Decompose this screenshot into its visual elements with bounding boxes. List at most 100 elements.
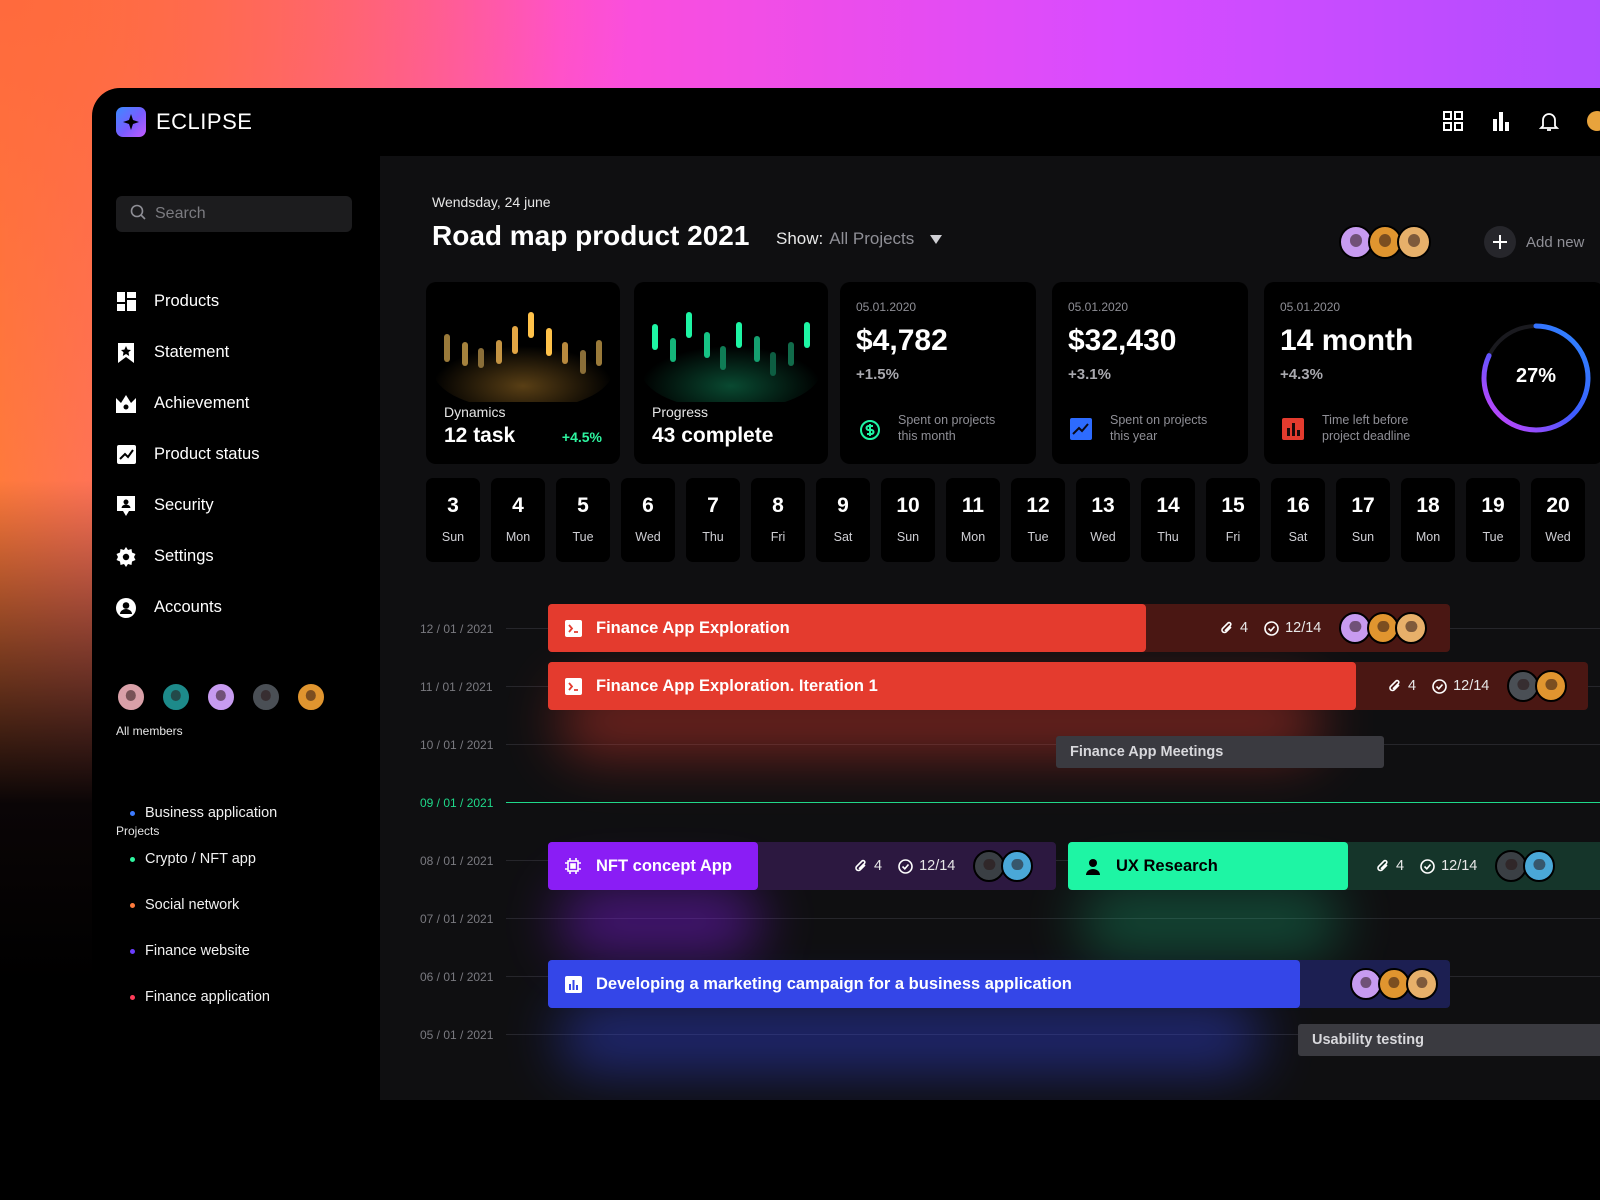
bar-chart-icon[interactable] bbox=[1490, 110, 1512, 132]
project-label: Business application bbox=[145, 805, 278, 821]
day-item[interactable]: 6 Wed bbox=[621, 478, 675, 562]
project-item[interactable]: Finance application bbox=[130, 974, 277, 1020]
day-item[interactable]: 13 Wed bbox=[1076, 478, 1130, 562]
day-item[interactable]: 5 Tue bbox=[556, 478, 610, 562]
project-item[interactable]: Business application bbox=[130, 790, 277, 836]
timeline-date: 05 / 01 / 2021 bbox=[420, 1028, 494, 1042]
day-weekday: Wed bbox=[1090, 530, 1116, 544]
day-item[interactable]: 9 Sat bbox=[816, 478, 870, 562]
apps-grid-icon[interactable] bbox=[1442, 110, 1464, 132]
task-bar[interactable]: NFT concept App bbox=[548, 842, 758, 890]
avatar[interactable] bbox=[116, 682, 146, 712]
project-item[interactable]: Social network bbox=[130, 882, 277, 928]
card-change: +4.3% bbox=[1280, 366, 1323, 383]
progress-card[interactable]: Progress 43 complete bbox=[634, 282, 828, 464]
task-bar[interactable]: UX Research bbox=[1068, 842, 1348, 890]
day-number: 19 bbox=[1481, 494, 1505, 517]
day-item[interactable]: 18 Mon bbox=[1401, 478, 1455, 562]
task-assignees[interactable] bbox=[1507, 670, 1568, 702]
check-circle-icon bbox=[1420, 858, 1435, 874]
avatar[interactable] bbox=[296, 682, 326, 712]
task-pill[interactable]: Usability testing bbox=[1298, 1024, 1600, 1056]
day-weekday: Tue bbox=[572, 530, 594, 544]
project-label: Finance website bbox=[145, 943, 250, 959]
task-assignees[interactable] bbox=[1495, 850, 1556, 882]
avatar[interactable] bbox=[161, 682, 191, 712]
avatar bbox=[1001, 850, 1034, 882]
project-item[interactable]: Crypto / NFT app bbox=[130, 836, 277, 882]
day-item[interactable]: 20 Wed bbox=[1531, 478, 1585, 562]
project-filter-dropdown[interactable]: Show: All Projects bbox=[776, 229, 943, 249]
sidebar-nav: Products Statement Achievement Product s… bbox=[116, 276, 259, 633]
day-number: 15 bbox=[1221, 494, 1245, 517]
bell-icon[interactable] bbox=[1538, 110, 1560, 132]
task-bar[interactable]: Finance App Exploration. Iteration 1 bbox=[548, 662, 1356, 710]
task-title: Usability testing bbox=[1312, 1032, 1424, 1048]
plus-icon bbox=[1484, 226, 1516, 258]
day-item[interactable]: 4 Mon bbox=[491, 478, 545, 562]
search-input[interactable] bbox=[155, 205, 335, 223]
team-avatars[interactable] bbox=[1339, 225, 1431, 259]
day-item[interactable]: 10 Sun bbox=[881, 478, 935, 562]
paperclip-icon bbox=[1389, 679, 1400, 692]
add-new-button[interactable]: Add new bbox=[1484, 226, 1584, 258]
sidebar-item-statement[interactable]: Statement bbox=[116, 327, 259, 378]
sidebar: Products Statement Achievement Product s… bbox=[92, 156, 380, 1200]
day-item[interactable]: 16 Sat bbox=[1271, 478, 1325, 562]
attachment-count: 4 bbox=[1240, 620, 1249, 636]
day-weekday: Fri bbox=[770, 530, 786, 544]
sidebar-item-accounts[interactable]: Accounts bbox=[116, 582, 259, 633]
avatar[interactable] bbox=[251, 682, 281, 712]
avatar bbox=[1339, 225, 1373, 259]
day-weekday: Sat bbox=[1288, 530, 1308, 544]
timeline-date: 06 / 01 / 2021 bbox=[420, 970, 494, 984]
sidebar-item-products[interactable]: Products bbox=[116, 276, 259, 327]
project-item[interactable]: Finance website bbox=[130, 928, 277, 974]
task-assignees[interactable] bbox=[973, 850, 1034, 882]
sidebar-item-achievement[interactable]: Achievement bbox=[116, 378, 259, 429]
card-amount: 14 month bbox=[1280, 324, 1414, 357]
sparkle-icon bbox=[116, 107, 146, 137]
day-item[interactable]: 8 Fri bbox=[751, 478, 805, 562]
day-item[interactable]: 17 Sun bbox=[1336, 478, 1390, 562]
deadline-card[interactable]: 05.01.2020 14 month +4.3% Time left befo… bbox=[1264, 282, 1600, 464]
logo[interactable]: ECLIPSE bbox=[116, 107, 252, 137]
sidebar-item-product-status[interactable]: Product status bbox=[116, 429, 259, 480]
checklist-count: 12/14 bbox=[1285, 620, 1322, 636]
main-content: Wendsday, 24 june Road map product 2021 … bbox=[380, 156, 1600, 1100]
task-meta bbox=[1348, 960, 1438, 1008]
task-bar[interactable]: Finance App Exploration bbox=[548, 604, 1146, 652]
task-assignees[interactable] bbox=[1339, 612, 1428, 644]
day-item[interactable]: 3 Sun bbox=[426, 478, 480, 562]
day-item[interactable]: 7 Thu bbox=[686, 478, 740, 562]
profile-avatar[interactable] bbox=[1586, 110, 1600, 132]
yearly-spend-card[interactable]: 05.01.2020 $32,430 +3.1% Spent on projec… bbox=[1052, 282, 1248, 464]
sidebar-item-settings[interactable]: Settings bbox=[116, 531, 259, 582]
paperclip-icon bbox=[1221, 621, 1232, 634]
avatar[interactable] bbox=[206, 682, 236, 712]
day-item[interactable]: 11 Mon bbox=[946, 478, 1000, 562]
avatar bbox=[1395, 612, 1428, 644]
task-pill[interactable]: Finance App Meetings bbox=[1056, 736, 1384, 768]
check-circle-icon bbox=[1264, 620, 1279, 636]
day-item[interactable]: 12 Tue bbox=[1011, 478, 1065, 562]
day-number: 13 bbox=[1091, 494, 1115, 517]
day-item[interactable]: 15 Fri bbox=[1206, 478, 1260, 562]
sidebar-item-security[interactable]: Security bbox=[116, 480, 259, 531]
monthly-spend-card[interactable]: 05.01.2020 $4,782 +1.5% Spent on project… bbox=[840, 282, 1036, 464]
day-number: 6 bbox=[642, 494, 654, 517]
timeline-gridline bbox=[506, 744, 1600, 745]
caret-down-icon bbox=[930, 229, 943, 249]
day-weekday: Thu bbox=[702, 530, 724, 544]
dynamics-mini-chart bbox=[433, 312, 613, 402]
task-assignees[interactable] bbox=[1350, 968, 1438, 1000]
day-item[interactable]: 19 Tue bbox=[1466, 478, 1520, 562]
task-bar[interactable]: Developing a marketing campaign for a bu… bbox=[548, 960, 1300, 1008]
sidebar-item-label: Statement bbox=[154, 343, 230, 361]
day-number: 3 bbox=[447, 494, 459, 517]
projects-list: Business application Crypto / NFT app So… bbox=[130, 790, 277, 1020]
timeline-date: 12 / 01 / 2021 bbox=[420, 622, 494, 636]
dynamics-card[interactable]: Dynamics 12 task +4.5% bbox=[426, 282, 620, 464]
card-date: 05.01.2020 bbox=[856, 300, 917, 314]
day-item[interactable]: 14 Thu bbox=[1141, 478, 1195, 562]
